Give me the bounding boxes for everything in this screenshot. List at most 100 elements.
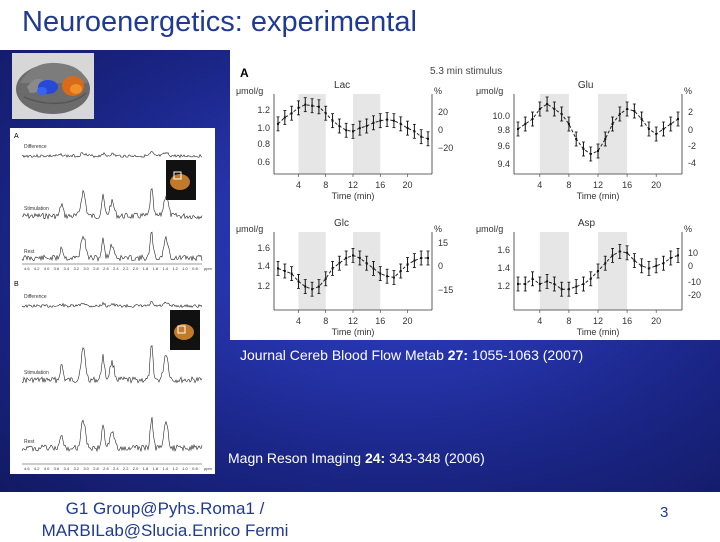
- data-point: [406, 127, 409, 130]
- data-point: [669, 123, 672, 125]
- rest-trace-b: [21, 416, 203, 453]
- x-tick-label: 16: [375, 180, 385, 190]
- left-unit-label: μmol/g: [236, 224, 263, 234]
- data-point: [399, 122, 402, 125]
- data-point: [304, 103, 307, 106]
- rest-label-b: Rest: [24, 439, 35, 445]
- x-axis-label: Time (min): [332, 191, 375, 201]
- ppm-tick-label: 3.2: [73, 466, 79, 471]
- data-point: [386, 118, 389, 121]
- y-left-tick-label: 1.2: [257, 281, 270, 291]
- data-point: [311, 104, 314, 107]
- x-tick-label: 16: [375, 316, 385, 326]
- data-point: [626, 108, 629, 110]
- data-point: [538, 283, 541, 285]
- data-point: [604, 262, 607, 265]
- data-point: [372, 121, 375, 124]
- data-point: [582, 283, 585, 285]
- stimulus-interval: [353, 94, 381, 174]
- y-right-tick-label: 0: [688, 125, 693, 135]
- ppm-tick-label: 3.4: [64, 466, 70, 471]
- data-point: [575, 138, 578, 140]
- difference-trace-b: [21, 301, 203, 309]
- data-point: [640, 118, 643, 120]
- x-tick-label: 4: [296, 316, 301, 326]
- data-point: [283, 270, 286, 272]
- data-point: [290, 272, 293, 275]
- ppm-tick-label: 1.6: [153, 466, 159, 471]
- stimulation-trace-b: [21, 344, 203, 384]
- ppm-tick-label: 1.6: [153, 266, 159, 271]
- data-point: [358, 127, 361, 130]
- y-left-tick-label: 0.8: [257, 139, 270, 149]
- y-right-tick-label: -10: [688, 277, 701, 287]
- ppm-tick-label: 4.6: [24, 466, 30, 471]
- x-axis-label: Time (min): [577, 327, 620, 337]
- data-point: [618, 250, 621, 253]
- x-axis-label: Time (min): [332, 327, 375, 337]
- data-point: [618, 113, 621, 115]
- data-point: [567, 123, 570, 125]
- page-number: 3: [660, 504, 669, 521]
- figure-citation: Journal Cereb Blood Flow Metab 27: 1055-…: [240, 347, 584, 363]
- data-point: [311, 288, 314, 291]
- data-point: [365, 125, 368, 127]
- ppm-axis-label: ppm: [204, 266, 212, 271]
- x-tick-label: 20: [403, 180, 413, 190]
- data-point: [338, 262, 341, 265]
- mrs-spectra-figure: A Difference Stimulation Rest B Differen…: [10, 128, 215, 474]
- ppm-tick-label: 1.4: [162, 266, 168, 271]
- slide-title: Neuroenergetics: experimental: [22, 6, 417, 38]
- ppm-tick-label: 2.6: [103, 466, 109, 471]
- data-point: [317, 105, 320, 108]
- data-point: [420, 135, 423, 138]
- data-point: [677, 254, 679, 257]
- y-right-tick-label: −20: [438, 143, 453, 153]
- data-point: [677, 118, 679, 120]
- ppm-tick-label: 1.4: [162, 466, 168, 471]
- data-point: [345, 257, 348, 259]
- ppm-tick-label: 4.0: [44, 266, 50, 271]
- rest-trace-a: [21, 231, 203, 262]
- data-point: [560, 113, 563, 115]
- right-unit-label: %: [434, 86, 442, 96]
- ppm-tick-label: 2.8: [93, 466, 99, 471]
- data-point: [640, 264, 643, 267]
- x-tick-label: 8: [566, 180, 571, 190]
- data-point: [283, 116, 286, 119]
- footer-affiliation: G1 Group@Pyhs.Roma1 / MARBILab@Slucia.En…: [20, 498, 310, 542]
- x-tick-label: 12: [593, 180, 603, 190]
- chart-title: Glu: [578, 80, 594, 91]
- data-point: [517, 283, 519, 285]
- left-unit-label: μmol/g: [236, 86, 263, 96]
- x-tick-label: 16: [622, 180, 632, 190]
- y-left-tick-label: 10.0: [492, 111, 510, 121]
- y-right-tick-label: 10: [688, 248, 698, 258]
- data-point: [379, 272, 382, 275]
- data-point: [277, 267, 279, 270]
- x-tick-label: 12: [348, 180, 358, 190]
- right-unit-label: %: [434, 224, 442, 234]
- y-right-tick-label: 0: [688, 261, 693, 271]
- figure-panel-label: A: [240, 66, 249, 80]
- x-tick-label: 20: [651, 316, 661, 326]
- stimulation-label-a: Stimulation: [24, 206, 49, 212]
- y-left-tick-label: 9.6: [497, 141, 510, 151]
- x-tick-label: 12: [348, 316, 358, 326]
- y-right-tick-label: 20: [438, 107, 448, 117]
- data-point: [386, 275, 389, 278]
- data-point: [524, 283, 527, 285]
- data-point: [538, 108, 541, 110]
- series-line: [517, 103, 679, 155]
- y-left-tick-label: 1.0: [257, 123, 270, 133]
- ppm-tick-label: 0.8: [192, 266, 198, 271]
- x-tick-label: 8: [323, 180, 328, 190]
- data-point: [531, 118, 534, 120]
- ppm-tick-label: 3.6: [54, 266, 60, 271]
- ppm-tick-label: 1.2: [172, 466, 178, 471]
- data-point: [358, 257, 361, 259]
- ppm-tick-label: 2.0: [133, 266, 139, 271]
- ppm-tick-label: 1.8: [143, 466, 149, 471]
- data-point: [420, 257, 423, 259]
- difference-trace-a: [21, 151, 203, 159]
